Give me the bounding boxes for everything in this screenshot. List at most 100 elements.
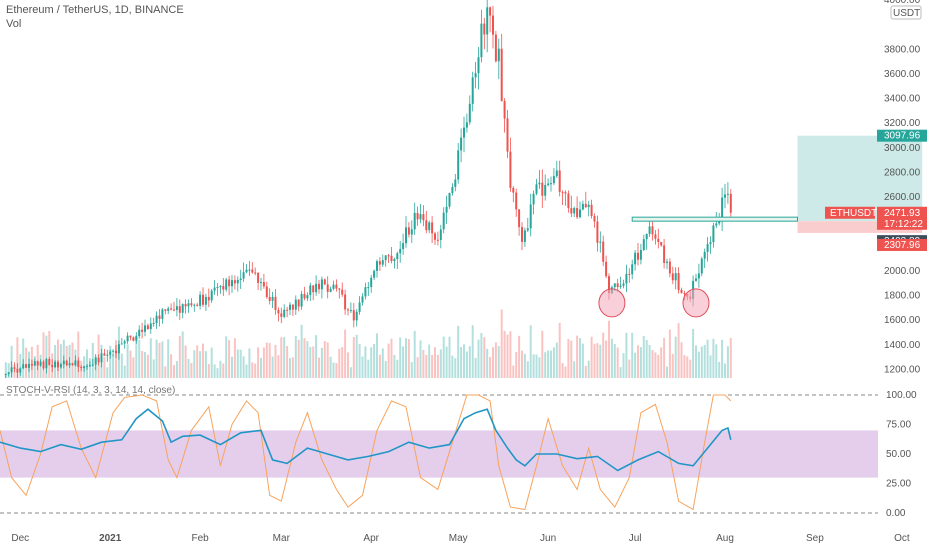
volume-bar <box>692 328 695 378</box>
volume-bar <box>648 344 651 378</box>
symbol-title[interactable]: Ethereum / TetherUS, 1D, BINANCE <box>6 4 184 16</box>
volume-bar <box>726 346 729 378</box>
candle-body <box>30 363 33 366</box>
candle-body <box>712 225 715 243</box>
volume-bar <box>709 355 712 378</box>
volume-bar <box>695 345 697 378</box>
volume-bar <box>254 363 257 378</box>
volume-bar <box>509 331 512 378</box>
volume-bar <box>460 346 463 378</box>
candle-body <box>135 336 138 341</box>
volume-bar <box>463 344 465 378</box>
candle-body <box>289 304 291 310</box>
indicator-label[interactable]: STOCH-V-RSI (14, 3, 3, 14, 14, close) <box>6 385 176 396</box>
volume-bar <box>138 339 141 378</box>
oscillator-band <box>0 430 878 478</box>
candle-body <box>492 15 494 35</box>
resistance-line <box>631 216 799 222</box>
stop-zone <box>797 221 923 233</box>
candle-body <box>619 285 622 287</box>
candle-body <box>129 335 132 338</box>
candle-body <box>239 278 242 280</box>
candle-body <box>318 283 320 290</box>
candle-body <box>297 299 300 307</box>
candle-body <box>291 304 294 310</box>
volume-bar <box>486 348 489 378</box>
volume-bar <box>312 346 315 378</box>
candle-body <box>628 273 631 275</box>
volume-bar <box>410 362 413 378</box>
volume-bar <box>724 363 726 378</box>
volume-bar <box>555 342 558 378</box>
volume-bar <box>642 336 645 378</box>
volume-bar <box>700 346 703 378</box>
candle-body <box>181 304 184 313</box>
volume-bar <box>639 347 642 378</box>
candle-body <box>387 255 390 257</box>
volume-bar <box>22 338 25 378</box>
candle-body <box>718 220 721 224</box>
candle-body <box>42 361 45 369</box>
candle-body <box>637 252 639 260</box>
time-tick-label: Oct <box>894 533 910 544</box>
volume-bar <box>671 353 674 378</box>
candle-body <box>19 368 22 373</box>
volume-bar <box>573 361 576 378</box>
candle-body <box>155 315 158 324</box>
candle-body <box>10 367 13 373</box>
volume-bar <box>86 349 88 378</box>
volume-bar <box>225 336 228 378</box>
volume-bar <box>625 332 628 378</box>
volume-bar <box>161 341 164 378</box>
volume-bar <box>451 355 454 378</box>
volume-label[interactable]: Vol <box>6 18 22 30</box>
candle-body <box>561 191 564 193</box>
bottom-circle <box>682 288 710 318</box>
candle-body <box>364 287 367 297</box>
candle-body <box>486 7 489 35</box>
volume-bar <box>526 361 529 378</box>
volume-bar <box>190 362 193 378</box>
candle-body <box>210 290 213 301</box>
candle-body <box>587 204 590 208</box>
candle-body <box>645 233 648 240</box>
candle-body <box>300 293 303 307</box>
candle-body <box>175 306 178 311</box>
volume-bar <box>541 330 544 378</box>
volume-bar <box>88 358 91 378</box>
volume-bar <box>619 367 622 378</box>
candle-body <box>497 48 500 62</box>
candle-body <box>355 311 358 321</box>
candle-body <box>666 261 668 263</box>
volume-bar <box>257 347 260 378</box>
volume-bar <box>384 361 387 378</box>
candle-body <box>503 100 506 119</box>
candle-body <box>477 57 480 74</box>
volume-bar <box>674 336 677 378</box>
candle-body <box>474 73 477 78</box>
candle-body <box>494 34 497 62</box>
volume-bar <box>364 346 367 378</box>
volume-bar <box>358 344 361 378</box>
candle-body <box>550 183 552 185</box>
candle-body <box>170 308 173 310</box>
candle-body <box>529 204 532 229</box>
volume-bar <box>300 324 303 378</box>
volume-bar <box>631 332 634 378</box>
volume-bar <box>552 347 555 378</box>
candle-body <box>233 280 236 284</box>
volume-bar <box>535 354 538 378</box>
candle-body <box>378 261 381 265</box>
candle-body <box>454 179 457 187</box>
candle-body <box>405 227 407 244</box>
candle-body <box>45 359 48 369</box>
volume-bar <box>608 320 610 378</box>
candle-body <box>521 227 523 242</box>
candle-body <box>402 243 405 250</box>
time-tick-label: Dec <box>11 533 29 544</box>
volume-bar <box>352 337 355 378</box>
candle-body <box>677 273 680 290</box>
volume-bar <box>175 361 178 378</box>
candle-body <box>225 279 228 290</box>
candle-body <box>393 259 396 261</box>
